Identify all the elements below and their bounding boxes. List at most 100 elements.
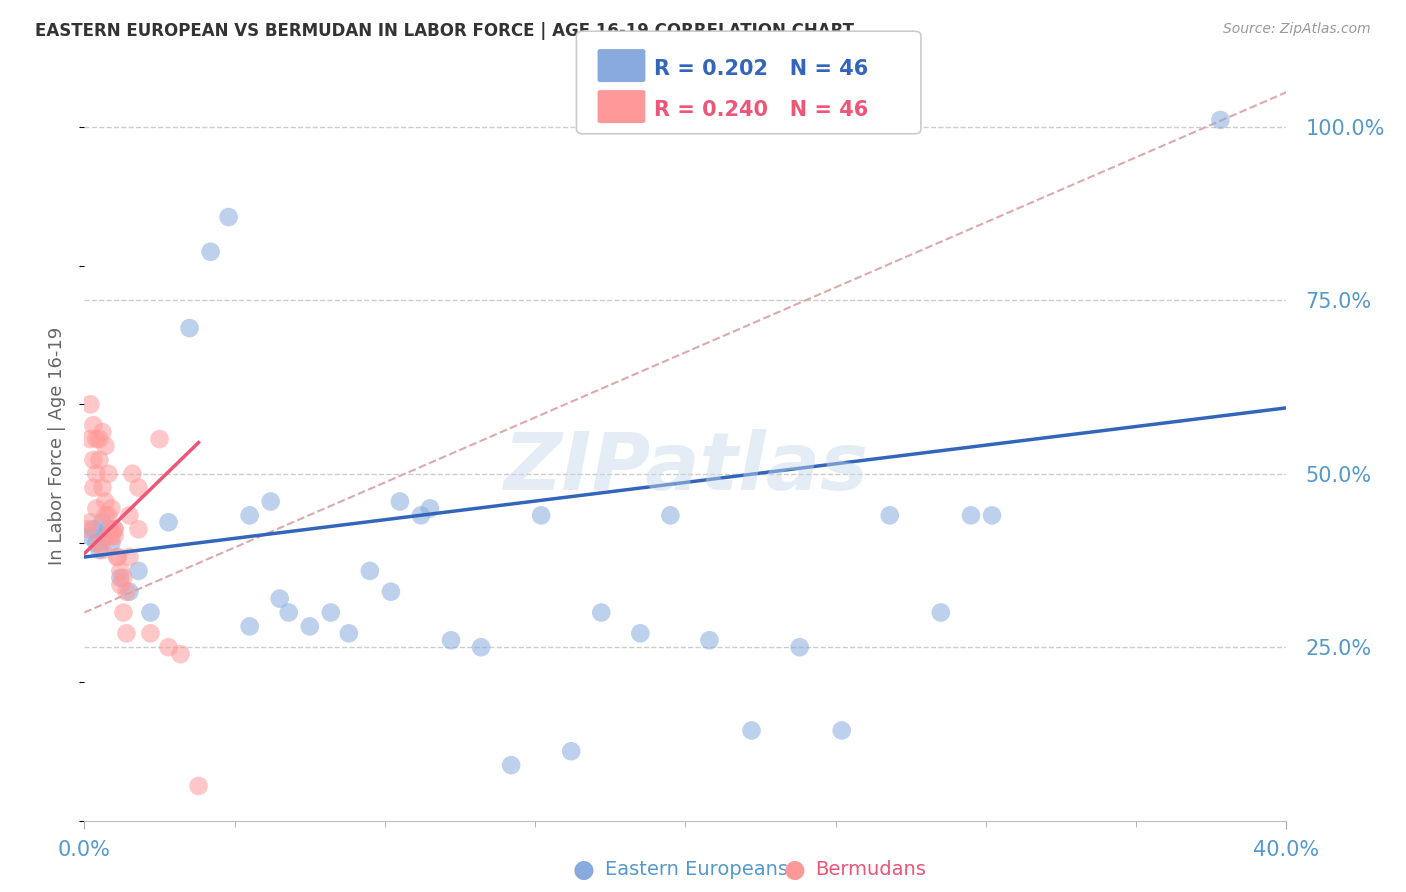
Point <box>269 591 291 606</box>
Point <box>82 418 104 433</box>
Y-axis label: In Labor Force | Age 16-19: In Labor Force | Age 16-19 <box>48 326 66 566</box>
Point <box>118 549 141 564</box>
Point <box>97 529 120 543</box>
Point <box>100 536 122 550</box>
Point <box>97 522 120 536</box>
Point <box>789 640 811 655</box>
Point <box>86 467 108 481</box>
Point <box>337 626 360 640</box>
Point <box>239 508 262 523</box>
Point <box>419 501 441 516</box>
Point <box>112 606 135 620</box>
Text: Bermudans: Bermudans <box>815 860 927 880</box>
Point <box>388 494 411 508</box>
Point <box>741 723 763 738</box>
Point <box>79 432 101 446</box>
Point <box>1209 112 1232 127</box>
Point <box>91 425 114 439</box>
Point <box>501 758 523 772</box>
Point <box>157 640 180 655</box>
Point <box>110 564 132 578</box>
Point <box>139 626 162 640</box>
Point <box>103 529 125 543</box>
Text: R = 0.240   N = 46: R = 0.240 N = 46 <box>654 100 868 120</box>
Point <box>110 578 132 592</box>
Point <box>560 744 582 758</box>
Point <box>148 432 170 446</box>
Text: EASTERN EUROPEAN VS BERMUDAN IN LABOR FORCE | AGE 16-19 CORRELATION CHART: EASTERN EUROPEAN VS BERMUDAN IN LABOR FO… <box>35 22 855 40</box>
Point <box>79 529 101 543</box>
Point <box>76 522 98 536</box>
Point <box>97 508 120 523</box>
Point <box>628 626 651 640</box>
Point <box>530 508 553 523</box>
Point <box>319 606 342 620</box>
Point <box>79 516 101 530</box>
Point <box>94 508 117 523</box>
Point <box>89 543 111 558</box>
Point <box>115 584 138 599</box>
Point <box>440 633 463 648</box>
Point <box>118 584 141 599</box>
Point <box>89 432 111 446</box>
Point <box>260 494 283 508</box>
Point <box>929 606 952 620</box>
Point <box>86 536 108 550</box>
Point <box>97 467 120 481</box>
Point <box>115 626 138 640</box>
Point <box>103 522 125 536</box>
Point <box>218 210 240 224</box>
Point <box>103 522 125 536</box>
Point <box>82 481 104 495</box>
Text: Eastern Europeans: Eastern Europeans <box>605 860 787 880</box>
Point <box>239 619 262 633</box>
Point <box>107 549 129 564</box>
Point <box>831 723 853 738</box>
Point <box>169 647 191 661</box>
Point <box>100 529 122 543</box>
Point <box>200 244 222 259</box>
Point <box>100 501 122 516</box>
Point <box>127 481 149 495</box>
Point <box>118 508 141 523</box>
Point <box>89 536 111 550</box>
Point <box>127 522 149 536</box>
Point <box>179 321 201 335</box>
Point <box>82 453 104 467</box>
Point <box>277 606 299 620</box>
Point <box>127 564 149 578</box>
Point <box>100 522 122 536</box>
Text: Source: ZipAtlas.com: Source: ZipAtlas.com <box>1223 22 1371 37</box>
Text: R = 0.202   N = 46: R = 0.202 N = 46 <box>654 59 868 78</box>
Point <box>960 508 983 523</box>
Point <box>94 494 117 508</box>
Point <box>94 529 117 543</box>
Text: ●: ● <box>783 858 806 881</box>
Point <box>91 543 114 558</box>
Point <box>79 397 101 411</box>
Point <box>91 481 114 495</box>
Point <box>86 501 108 516</box>
Point <box>591 606 613 620</box>
Point <box>298 619 321 633</box>
Text: ZIPatlas: ZIPatlas <box>503 429 868 508</box>
Text: ●: ● <box>572 858 595 881</box>
Point <box>112 571 135 585</box>
Point <box>157 516 180 530</box>
Point <box>86 432 108 446</box>
Point <box>89 453 111 467</box>
Point <box>380 584 402 599</box>
Point <box>699 633 721 648</box>
Point <box>121 467 143 481</box>
Point <box>94 439 117 453</box>
Point <box>91 516 114 530</box>
Point <box>981 508 1004 523</box>
Point <box>110 571 132 585</box>
Point <box>107 549 129 564</box>
Point <box>659 508 682 523</box>
Point <box>139 606 162 620</box>
Point <box>409 508 432 523</box>
Point <box>359 564 381 578</box>
Point <box>187 779 209 793</box>
Point <box>470 640 492 655</box>
